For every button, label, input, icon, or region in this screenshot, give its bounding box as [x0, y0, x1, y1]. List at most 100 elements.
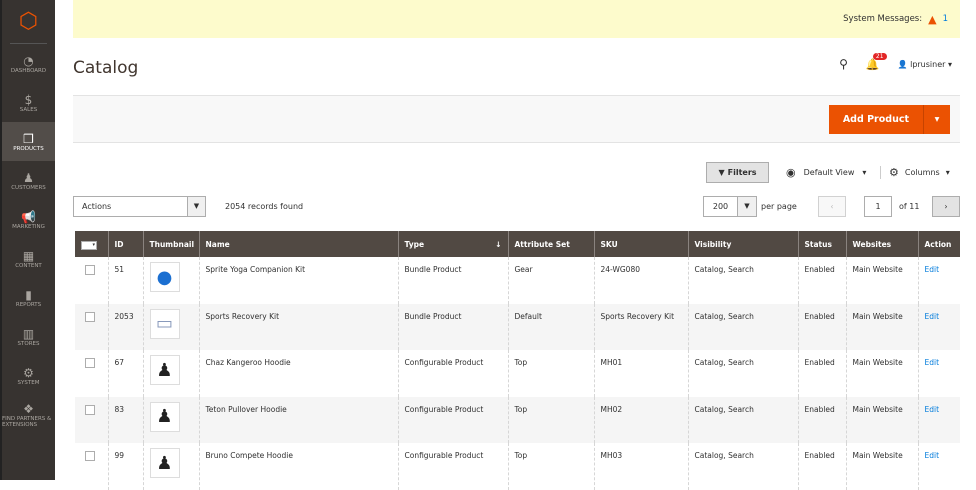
- cell-web: Main Website: [845, 350, 918, 397]
- chevron-down-icon[interactable]: ▾: [934, 114, 940, 125]
- cell-name: Sports Recovery Kit: [198, 303, 398, 350]
- chevron-down-icon[interactable]: ▼: [737, 197, 756, 216]
- product-thumbnail[interactable]: ♟: [149, 401, 180, 432]
- row-checkbox[interactable]: [85, 265, 95, 275]
- sidebar-item-stores[interactable]: ▥ Stores: [2, 317, 55, 356]
- cell-status: Enabled: [797, 443, 846, 490]
- previous-page-button[interactable]: ‹: [818, 196, 846, 217]
- sidebar-item-content[interactable]: ▦ Content: [2, 239, 55, 278]
- sidebar-item-label: Find Partners & Extensions: [2, 415, 52, 428]
- row-checkbox[interactable]: [85, 311, 95, 322]
- row-checkbox[interactable]: [85, 451, 95, 461]
- column-header[interactable]: SKU: [593, 231, 688, 257]
- thumbnail-cell: ●: [142, 257, 199, 304]
- sidebar-item-marketing[interactable]: 📢 Marketing: [2, 200, 55, 239]
- per-page-select[interactable]: 200 ▼: [703, 196, 757, 217]
- cell-vis: Catalog, Search: [687, 303, 798, 350]
- cell-set: Top: [507, 350, 594, 397]
- eye-icon: ◉: [786, 166, 796, 179]
- add-product-button[interactable]: Add Product ▾: [828, 105, 950, 134]
- actions-value: Actions: [82, 202, 112, 211]
- column-header[interactable]: Attribute Set: [507, 231, 594, 257]
- column-header[interactable]: Action: [917, 231, 960, 257]
- filters-label: Filters: [727, 168, 757, 177]
- cell-id: 67: [107, 350, 143, 397]
- sidebar-item-system[interactable]: ⚙ System: [2, 356, 55, 395]
- column-header[interactable]: ID: [107, 231, 143, 257]
- edit-link[interactable]: Edit: [924, 404, 940, 414]
- cell-web: Main Website: [845, 257, 918, 304]
- row-checkbox[interactable]: [85, 358, 95, 368]
- mass-select-checkbox[interactable]: ▾: [81, 240, 97, 250]
- filter-icon: ▼: [718, 168, 725, 177]
- edit-link[interactable]: Edit: [924, 265, 940, 274]
- column-header-label: Attribute Set: [514, 239, 570, 249]
- sidebar-item-label: Reports: [15, 301, 42, 308]
- product-thumbnail[interactable]: ▭: [149, 308, 180, 339]
- table-row[interactable]: 51 ● Sprite Yoga Companion Kit Bundle Produ…: [75, 257, 960, 304]
- sidebar-item-products[interactable]: ❒ Products: [2, 122, 55, 161]
- filters-button[interactable]: ▼ Filters: [706, 162, 769, 183]
- sidebar-item-customers[interactable]: ♟ Customers: [2, 161, 55, 200]
- next-page-button[interactable]: ›: [932, 196, 960, 217]
- product-thumbnail[interactable]: ●: [149, 262, 180, 292]
- product-thumbnail[interactable]: ♟: [149, 448, 180, 478]
- sidebar-item-label: Stores: [17, 340, 40, 347]
- table-row[interactable]: 83 ♟ Teton Pullover Hoodie Configurable Pro…: [75, 396, 960, 443]
- search-icon[interactable]: ⚲: [839, 57, 848, 71]
- column-header-label: ID: [114, 239, 124, 249]
- columns-label: Columns: [904, 168, 940, 177]
- column-header[interactable]: Visibility: [687, 231, 798, 257]
- edit-link[interactable]: Edit: [924, 311, 940, 321]
- cell-status: Enabled: [797, 350, 846, 397]
- column-header[interactable]: Status: [797, 231, 846, 257]
- header-actions: ⚲ 🔔 21 👤 lprusiner ▾: [839, 52, 952, 71]
- add-product-label[interactable]: Add Product: [829, 105, 924, 134]
- column-header-label: SKU: [600, 239, 618, 249]
- edit-link[interactable]: Edit: [924, 358, 940, 367]
- column-header[interactable]: Websites: [845, 231, 918, 257]
- system-messages-count[interactable]: 1: [942, 14, 948, 24]
- system-messages-label[interactable]: System Messages:: [843, 14, 923, 24]
- view-selector[interactable]: ◉ Default View ▾: [786, 166, 866, 179]
- column-header[interactable]: ▾: [75, 231, 108, 257]
- user-menu[interactable]: 👤 lprusiner ▾: [897, 59, 952, 69]
- table-row[interactable]: 2053 ▭ Sports Recovery Kit Bundle Product De…: [75, 303, 960, 350]
- sidebar-item-reports[interactable]: ▮ Reports: [2, 278, 55, 317]
- thumbnail-cell: ♟: [142, 396, 199, 443]
- cell-type: Configurable Product: [397, 443, 508, 490]
- cell-status: Enabled: [797, 257, 846, 304]
- user-name: lprusiner: [910, 59, 946, 69]
- action-cell: Edit: [917, 443, 960, 490]
- notifications-bell-icon[interactable]: 🔔 21: [866, 52, 887, 71]
- column-header-label: Visibility: [694, 239, 732, 249]
- page-input[interactable]: 1: [864, 196, 892, 217]
- column-header[interactable]: Type ↓: [397, 231, 508, 257]
- cell-sku: MH02: [593, 396, 688, 443]
- column-header[interactable]: Name: [198, 231, 398, 257]
- sidebar-item-sales[interactable]: $ Sales: [2, 83, 55, 122]
- sidebar-item-find[interactable]: ❖ Find Partners & Extensions: [2, 395, 55, 434]
- table-row[interactable]: 67 ♟ Chaz Kangeroo Hoodie Configurable Prod…: [75, 350, 960, 397]
- cell-vis: Catalog, Search: [687, 396, 798, 443]
- product-thumbnail[interactable]: ♟: [149, 355, 180, 385]
- sidebar-item-label: Products: [13, 145, 44, 152]
- cell-name: Sprite Yoga Companion Kit: [198, 257, 398, 304]
- cell-id: 99: [107, 443, 143, 490]
- cell-sku: Sports Recovery Kit: [593, 303, 688, 350]
- table-row[interactable]: 99 ♟ Bruno Compete Hoodie Configurable Prod…: [75, 443, 960, 490]
- sidebar-item-dashboard[interactable]: ◔ Dashboard: [2, 44, 55, 83]
- row-checkbox-cell: [75, 257, 108, 304]
- actions-select[interactable]: Actions ▼: [73, 196, 206, 217]
- column-header[interactable]: Thumbnail: [142, 231, 199, 257]
- chevron-down-icon[interactable]: ▼: [187, 197, 205, 216]
- cell-vis: Catalog, Search: [687, 443, 798, 490]
- cell-type: Configurable Product: [397, 396, 508, 443]
- sidebar-item-label: System: [17, 379, 40, 386]
- columns-selector[interactable]: ⚙ Columns ▾: [880, 166, 950, 179]
- thumbnail-cell: ♟: [142, 350, 199, 397]
- edit-link[interactable]: Edit: [924, 451, 940, 460]
- page-count: of 11: [899, 202, 920, 211]
- row-checkbox[interactable]: [85, 404, 95, 415]
- magento-logo[interactable]: ⬡: [10, 0, 47, 44]
